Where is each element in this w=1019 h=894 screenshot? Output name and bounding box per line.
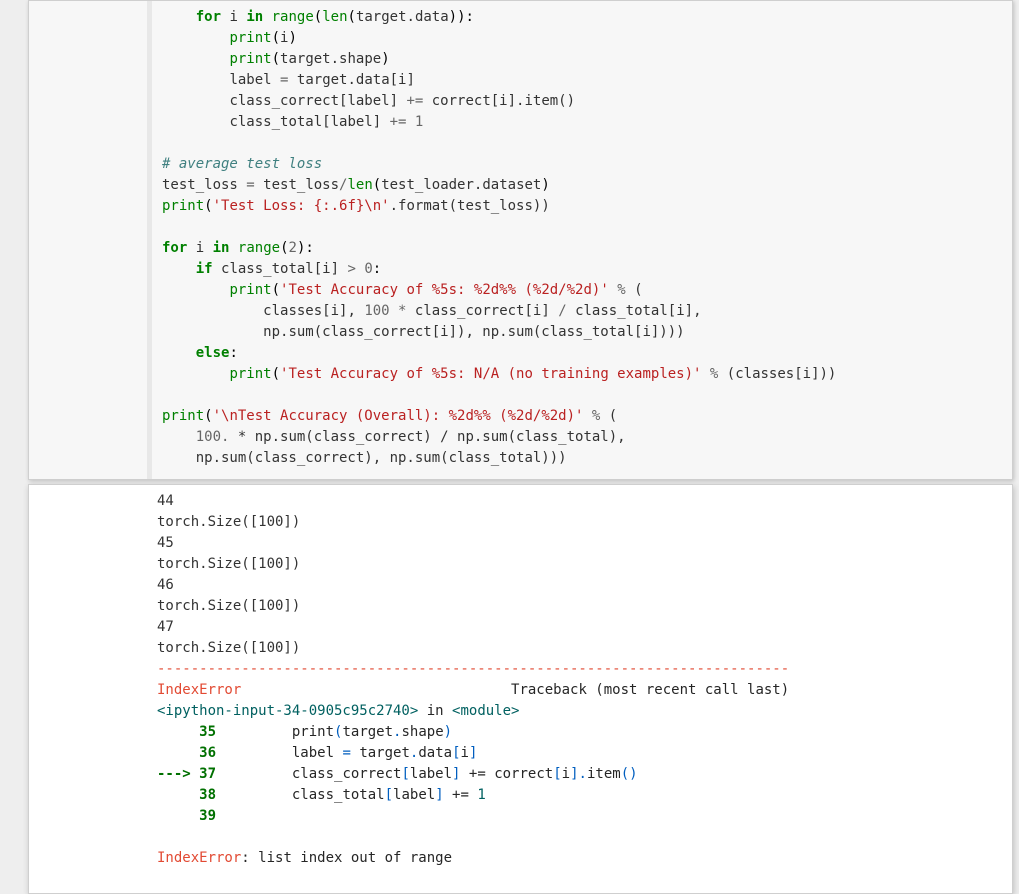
code-input-inner: for i in range(len(target.data)): print(… [147, 1, 1012, 479]
error-name: IndexError [157, 682, 241, 698]
tb-location: <ipython-input-34-0905c95c2740> [157, 703, 418, 719]
builtin-len: len [322, 9, 347, 25]
builtin-print: print [229, 30, 271, 46]
output-inner: 44 torch.Size([100]) 45 torch.Size([100]… [157, 485, 1012, 893]
tb-lineno: 35 [157, 724, 216, 740]
error-message: : list index out of range [241, 850, 452, 866]
output-cell: 44 torch.Size([100]) 45 torch.Size([100]… [28, 484, 1013, 894]
kw-if: if [196, 261, 213, 277]
notebook-cell: for i in range(len(target.data)): print(… [0, 0, 1019, 894]
traceback: ----------------------------------------… [157, 659, 1002, 869]
error-name-bottom: IndexError [157, 850, 241, 866]
builtin-range: range [272, 9, 314, 25]
kw-in: in [246, 9, 263, 25]
tb-arrow-line: ---> 37 [157, 766, 216, 782]
source-code[interactable]: for i in range(len(target.data)): print(… [152, 1, 1012, 479]
traceback-label: Traceback (most recent call last) [511, 682, 789, 698]
code-input-cell[interactable]: for i in range(len(target.data)): print(… [28, 0, 1013, 480]
kw-else: else [196, 345, 230, 361]
tb-dashes: ----------------------------------------… [157, 661, 789, 677]
kw-for: for [196, 9, 221, 25]
stdout-text: 44 torch.Size([100]) 45 torch.Size([100]… [157, 491, 1002, 659]
comment: # average test loss [162, 156, 322, 172]
